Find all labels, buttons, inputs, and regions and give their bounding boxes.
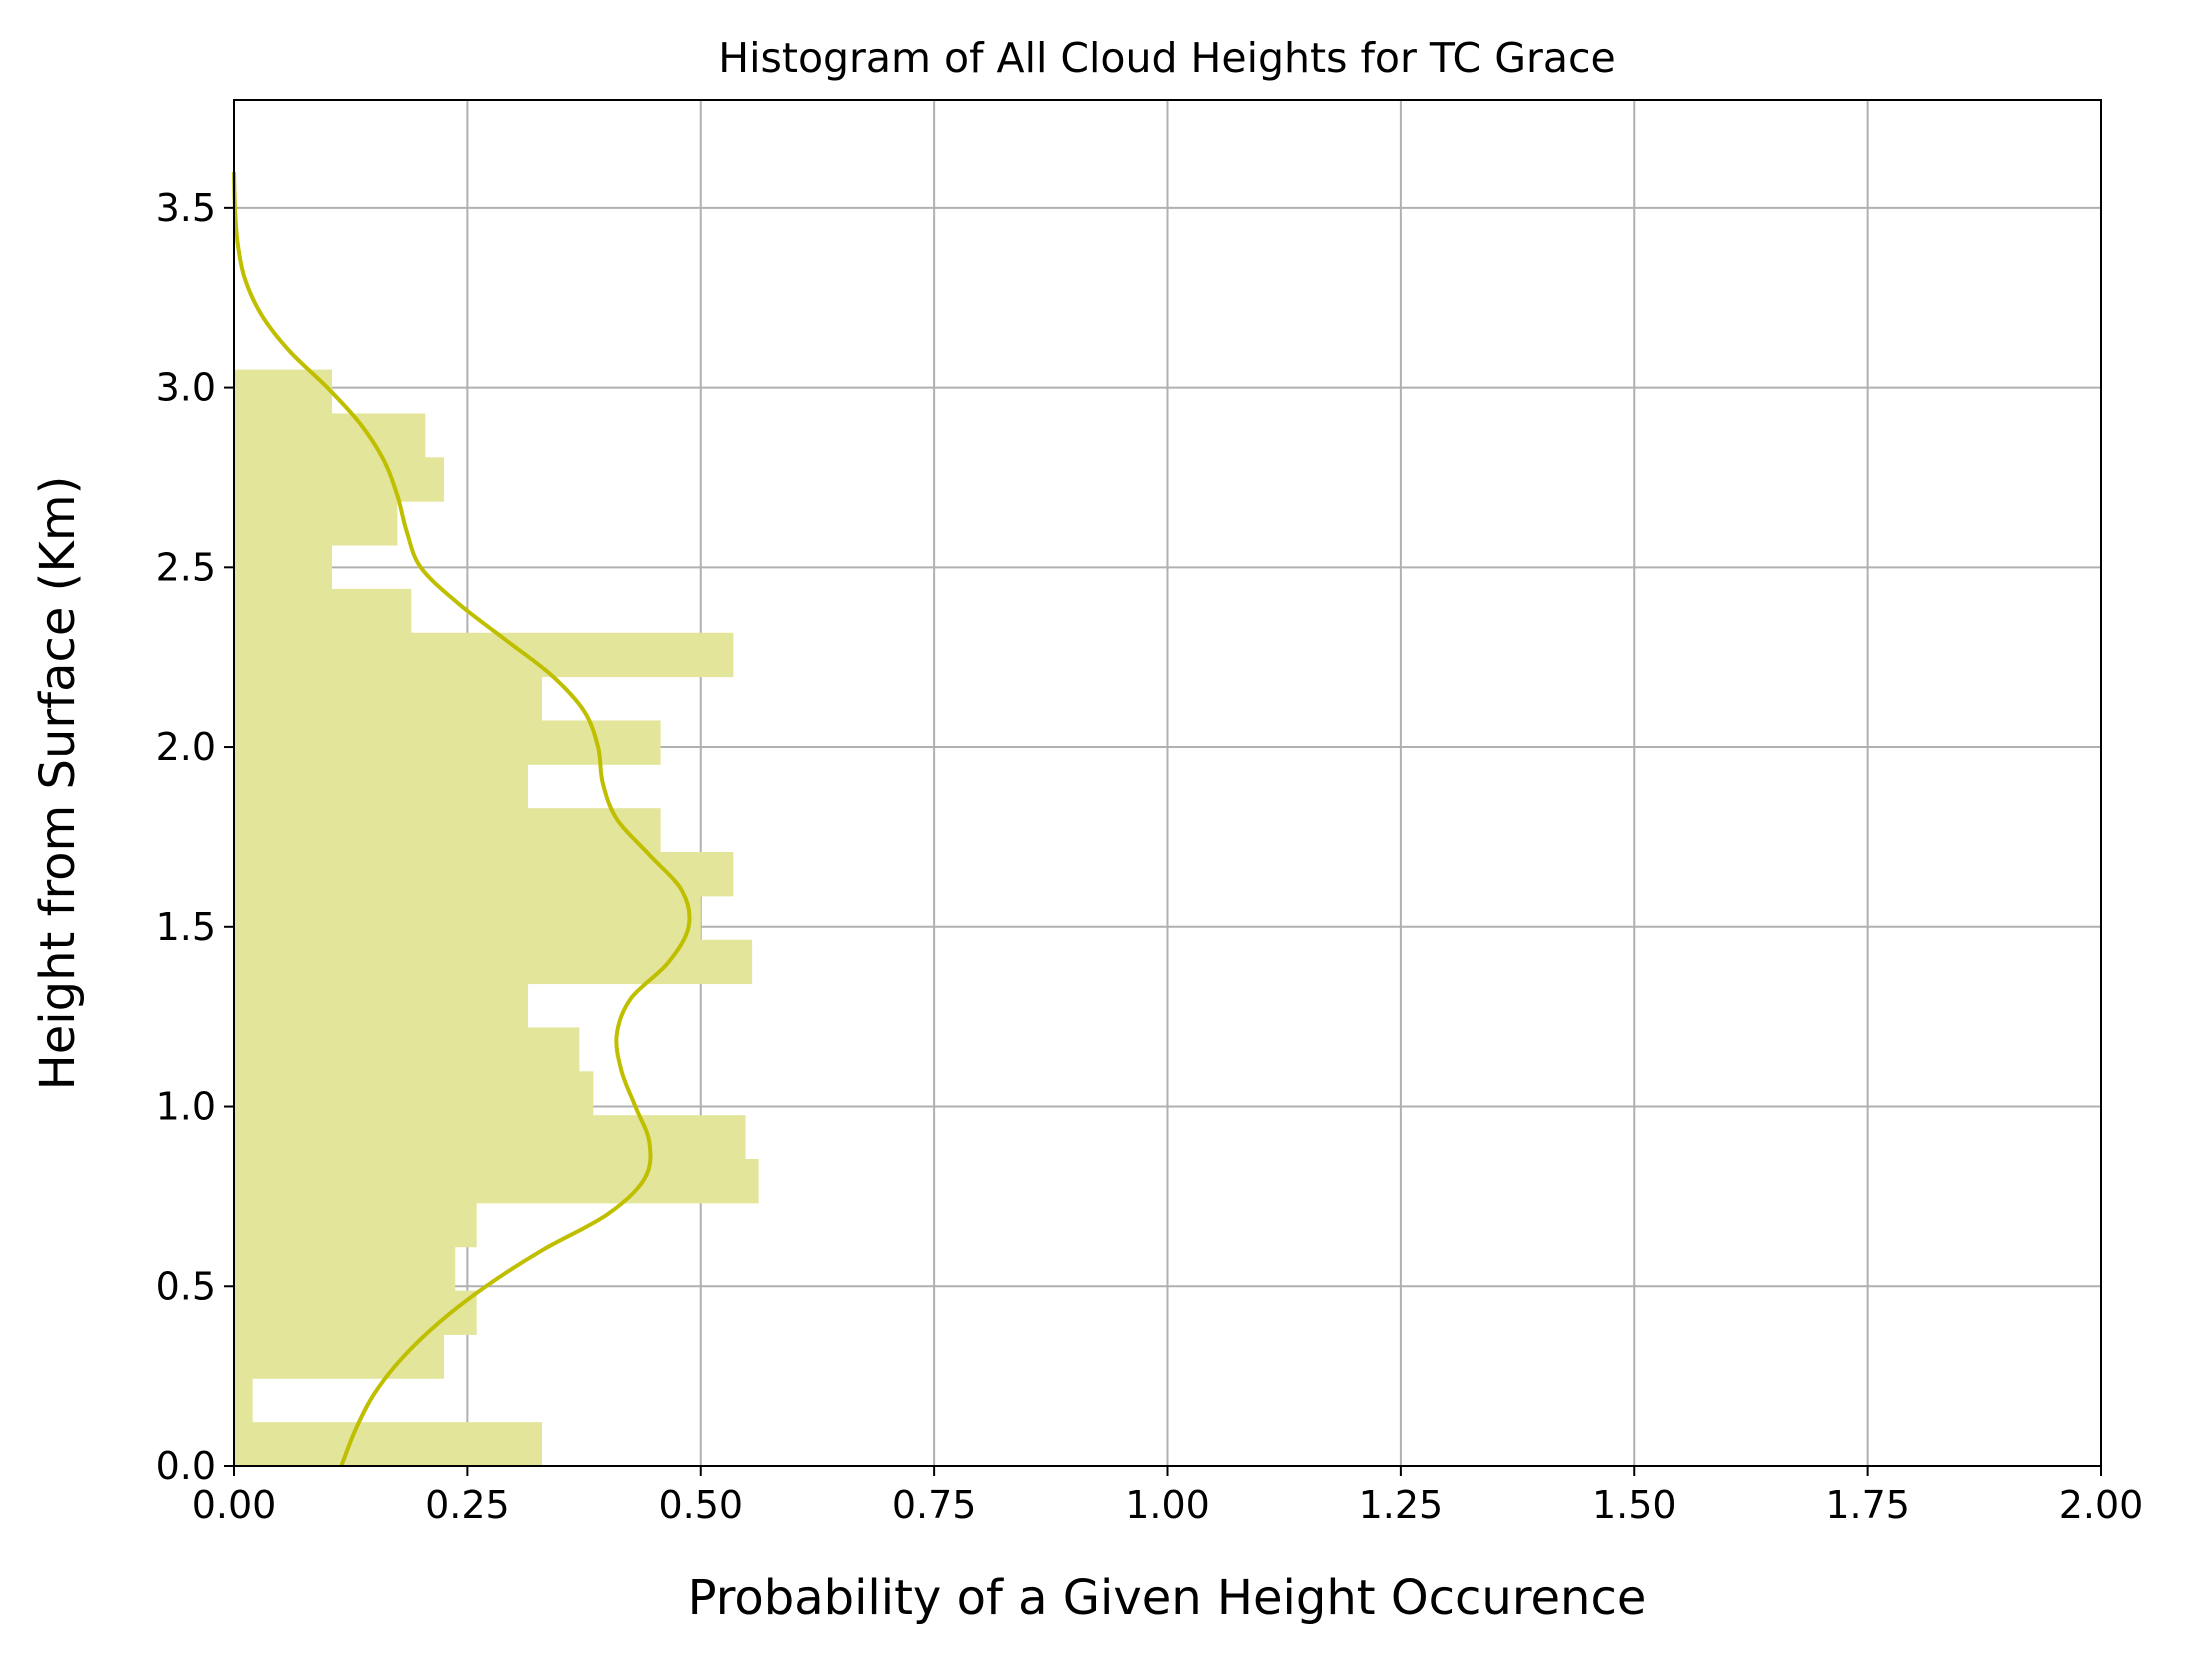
y-tick-label: 3.0 — [156, 366, 216, 410]
y-tick-label: 1.0 — [156, 1085, 216, 1129]
y-tick-label: 3.5 — [156, 186, 216, 230]
x-tick-label: 0.00 — [192, 1483, 277, 1527]
histogram-bar — [234, 676, 543, 721]
y-tick-label: 2.0 — [156, 725, 216, 769]
y-axis-label: Height from Surface (Km) — [30, 476, 86, 1091]
y-tick-label: 0.5 — [156, 1264, 216, 1308]
histogram-bar — [234, 720, 661, 765]
histogram-bar — [234, 457, 445, 502]
histogram-bar — [234, 939, 753, 985]
histogram-bar — [234, 1027, 580, 1072]
x-tick-label: 0.25 — [425, 1483, 510, 1527]
y-tick-label: 1.5 — [156, 905, 216, 949]
x-axis-ticks: 0.00 0.25 0.50 0.75 1.00 1.25 1.50 1.75 2.00 — [192, 1466, 2144, 1527]
histogram-bar — [234, 1115, 746, 1160]
histogram-bars — [234, 369, 759, 1467]
histogram-bar — [234, 1246, 456, 1292]
histogram-bar — [234, 1334, 445, 1379]
histogram-bar — [234, 808, 661, 853]
x-tick-label: 2.00 — [2059, 1483, 2144, 1527]
x-tick-label: 1.50 — [1592, 1483, 1677, 1527]
x-tick-label: 1.00 — [1125, 1483, 1210, 1527]
histogram-bar — [234, 632, 734, 678]
histogram-bar — [234, 545, 333, 590]
y-tick-label: 2.5 — [156, 545, 216, 589]
histogram-bar — [234, 983, 529, 1028]
histogram-bar — [234, 1378, 253, 1423]
histogram-bar — [234, 1422, 543, 1467]
x-tick-label: 0.75 — [892, 1483, 977, 1527]
histogram-bar — [234, 501, 398, 546]
histogram-bar — [234, 852, 734, 897]
x-axis-label: Probability of a Given Height Occurence — [688, 1570, 1647, 1626]
histogram-bar — [234, 1202, 477, 1248]
y-tick-label: 0.0 — [156, 1444, 216, 1488]
x-tick-label: 1.75 — [1825, 1483, 1910, 1527]
histogram-bar — [234, 1290, 477, 1335]
chart-title: Histogram of All Cloud Heights for TC Gr… — [718, 34, 1615, 82]
histogram-bar — [234, 764, 529, 809]
histogram-bar — [234, 588, 412, 634]
histogram-bar — [234, 895, 701, 941]
histogram-bar — [234, 1159, 759, 1204]
histogram-bar — [234, 413, 426, 458]
x-tick-label: 0.50 — [658, 1483, 743, 1527]
y-axis-ticks: 0.0 0.5 1.0 1.5 2.0 2.5 3.0 3.5 — [156, 186, 234, 1488]
x-tick-label: 1.25 — [1359, 1483, 1444, 1527]
histogram-bar — [234, 1071, 594, 1116]
kde-curve — [232, 171, 692, 1467]
